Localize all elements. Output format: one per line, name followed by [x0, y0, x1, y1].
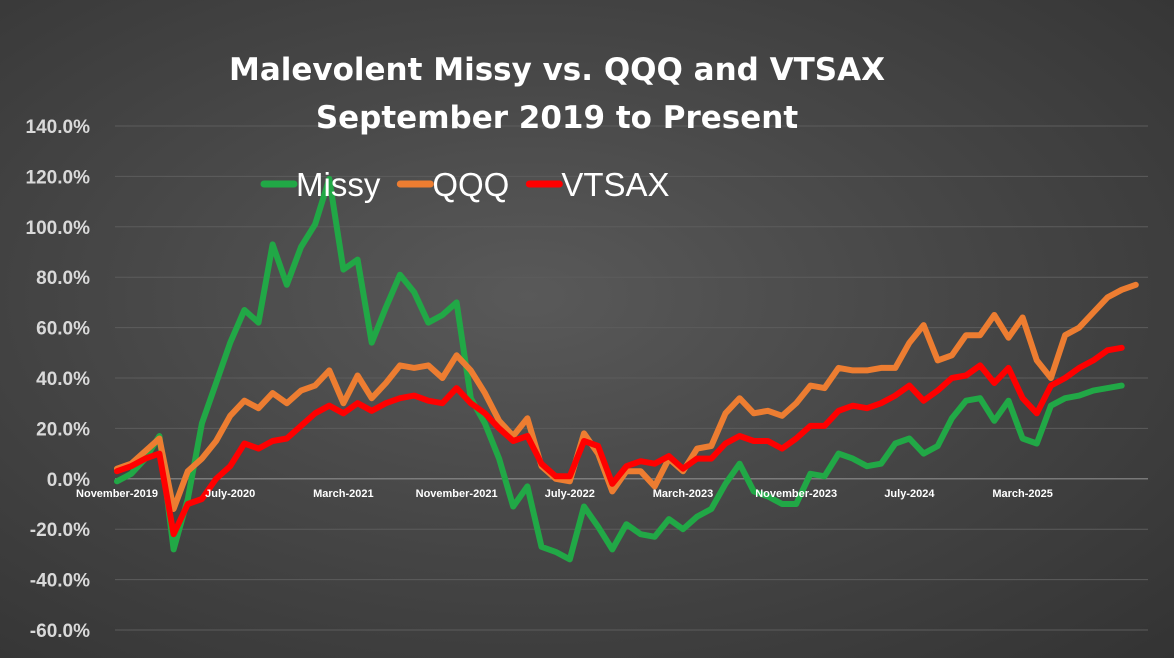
y-tick-label: 20.0%	[36, 419, 90, 440]
x-tick-label: March-2025	[992, 488, 1053, 500]
legend: Missy QQQ VTSAX	[260, 166, 670, 203]
y-tick-label: 140.0%	[26, 117, 91, 138]
chart-title: Malevolent Missy vs. QQQ and VTSAX	[229, 52, 885, 88]
y-tick-label: 80.0%	[36, 268, 90, 289]
series-line-missy	[114, 175, 1125, 563]
y-tick-label: 40.0%	[36, 369, 90, 390]
x-tick-label: July-2020	[205, 488, 255, 500]
x-tick-label: November-2023	[755, 488, 837, 500]
series-line-qqq	[114, 281, 1139, 512]
y-tick-label: -20.0%	[30, 520, 90, 541]
chart-subtitle: September 2019 to Present	[316, 100, 799, 136]
series-line-vtsax	[114, 344, 1125, 538]
legend-label-qqq: QQQ	[432, 166, 509, 203]
y-tick-label: 0.0%	[47, 470, 90, 491]
x-tick-label: March-2023	[653, 488, 714, 500]
x-tick-label: March-2021	[313, 488, 374, 500]
x-tick-labels: November-2019 July-2020 March-2021 November…	[76, 488, 1053, 500]
series-lines	[114, 175, 1139, 563]
y-tick-label: 60.0%	[36, 319, 90, 340]
x-tick-label: July-2024	[884, 488, 935, 500]
y-tick-label: 120.0%	[26, 167, 91, 188]
y-tick-label: -40.0%	[30, 571, 90, 592]
x-tick-label: November-2019	[76, 488, 158, 500]
legend-label-vtsax: VTSAX	[561, 166, 669, 203]
x-tick-label: November-2021	[416, 488, 498, 500]
y-axis: 140.0% 120.0% 100.0% 80.0% 60.0% 40.0% 20.0% 0.…	[26, 117, 91, 642]
x-tick-label: July-2022	[545, 488, 595, 500]
y-tick-label: -60.0%	[30, 621, 90, 642]
legend-label-missy: Missy	[296, 166, 381, 203]
y-tick-label: 100.0%	[26, 218, 91, 239]
